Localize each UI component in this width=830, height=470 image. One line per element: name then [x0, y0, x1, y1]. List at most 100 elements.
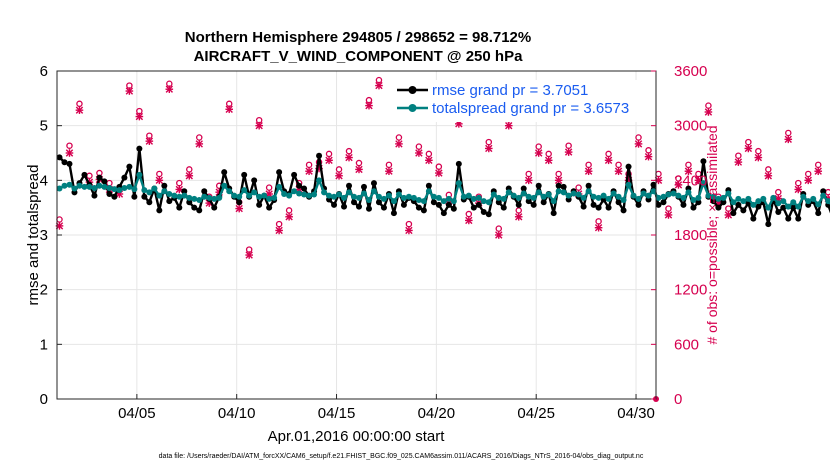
series-point-rmse	[815, 210, 822, 217]
series-point-totalspread	[291, 188, 298, 195]
series-point-totalspread	[675, 192, 682, 199]
series-point-totalspread	[126, 183, 133, 190]
series-point-totalspread	[370, 188, 377, 195]
series-point-totalspread	[111, 186, 118, 193]
series-point-totalspread	[311, 191, 318, 198]
series-point-totalspread	[331, 193, 338, 200]
obs-possible-marker	[755, 147, 762, 155]
series-point-rmse	[136, 145, 143, 152]
series-point-rmse	[296, 182, 303, 189]
obs-assimilated-marker	[804, 176, 813, 185]
series-point-rmse	[635, 201, 642, 208]
series-point-totalspread	[450, 198, 457, 205]
obs-assimilated-marker	[135, 112, 144, 121]
series-point-totalspread	[650, 188, 657, 195]
obs-assimilated-marker	[764, 171, 773, 180]
series-point-totalspread	[326, 192, 333, 199]
series-point-totalspread	[730, 199, 737, 206]
series-point-totalspread	[520, 190, 527, 197]
obs-possible-marker	[814, 161, 822, 169]
series-point-rmse	[550, 210, 557, 217]
series-point-totalspread	[620, 197, 627, 204]
series-point-totalspread	[670, 190, 677, 197]
series-point-rmse	[525, 198, 532, 205]
series-point-totalspread	[470, 195, 477, 202]
obs-assimilated-marker	[395, 140, 403, 148]
obs-assimilated-marker	[255, 121, 263, 130]
series-point-rmse	[495, 199, 502, 206]
series-point-totalspread	[710, 193, 717, 200]
series-point-rmse	[660, 199, 667, 206]
series-point-totalspread	[615, 193, 622, 200]
series-point-rmse	[181, 188, 188, 195]
series-point-totalspread	[655, 194, 662, 201]
obs-possible-marker	[775, 188, 782, 196]
series-point-totalspread	[385, 192, 392, 199]
series-point-rmse	[91, 192, 98, 199]
series-point-rmse	[595, 204, 602, 211]
series-point-rmse	[590, 201, 597, 208]
series-point-totalspread	[640, 190, 647, 197]
series-point-rmse	[351, 199, 358, 206]
series-point-totalspread	[500, 195, 507, 202]
y-tick-label: 4	[40, 172, 48, 189]
series-point-totalspread	[760, 195, 767, 202]
series-point-totalspread	[695, 194, 702, 201]
series-point-totalspread	[156, 192, 163, 199]
obs-possible-marker	[765, 166, 772, 173]
series-point-rmse	[560, 183, 567, 190]
obs-assimilated-marker	[465, 216, 473, 225]
right-tick-label: 1200	[674, 282, 707, 299]
obs-assimilated-marker	[584, 167, 593, 176]
series-point-totalspread	[600, 192, 607, 199]
obs-assimilated-marker	[594, 223, 603, 232]
right-tick-label: 3000	[674, 118, 707, 135]
series-point-totalspread	[351, 193, 358, 200]
series-point-rmse	[775, 209, 782, 216]
series-point-rmse	[535, 182, 542, 189]
series-point-totalspread	[770, 194, 777, 201]
series-point-rmse	[655, 201, 662, 208]
series-point-totalspread	[535, 189, 542, 196]
series-point-rmse	[445, 201, 452, 208]
series-point-rmse	[720, 199, 727, 206]
series-point-rmse	[585, 182, 592, 189]
x-axis-ticks: 04/05 04/10 04/15 04/20 04/25 04/30	[118, 394, 655, 422]
series-point-totalspread	[585, 188, 592, 195]
series-point-totalspread	[545, 191, 552, 198]
obs-assimilated-marker	[794, 185, 803, 194]
series-point-totalspread	[415, 197, 422, 204]
right-tick-label: 2400	[674, 172, 707, 189]
series-point-rmse	[780, 204, 787, 211]
series-point-rmse	[111, 193, 118, 200]
series-point-totalspread	[680, 194, 687, 201]
series-point-totalspread	[540, 193, 547, 200]
series-point-totalspread	[605, 195, 612, 202]
series-point-totalspread	[306, 192, 313, 199]
series-point-rmse	[435, 201, 442, 208]
series-point-totalspread	[151, 185, 158, 192]
series-point-totalspread	[186, 194, 193, 201]
obs-assimilated-marker	[734, 158, 743, 166]
series-point-rmse	[470, 204, 477, 211]
series-point-rmse	[370, 180, 377, 187]
series-point-totalspread	[81, 183, 88, 190]
obs-assimilated-marker	[814, 167, 823, 176]
obs-assimilated-marker	[275, 226, 283, 235]
obs-possible-marker	[735, 152, 742, 159]
series-point-totalspread	[800, 193, 807, 200]
series-point-rmse	[146, 199, 153, 206]
series-point-totalspread	[176, 193, 183, 200]
series-point-rmse	[236, 199, 243, 206]
series-point-rmse	[121, 174, 128, 181]
series-point-totalspread	[515, 194, 522, 201]
obs-possible-marker	[725, 205, 732, 212]
y-axis-label: rmse and totalspread	[25, 165, 42, 306]
series-point-rmse	[126, 163, 133, 170]
obs-possible-marker	[655, 170, 662, 178]
series-point-totalspread	[525, 193, 532, 200]
series-point-rmse	[106, 191, 113, 197]
obs-assimilated-marker	[405, 226, 413, 235]
series-point-totalspread	[146, 189, 153, 196]
series-point-rmse	[156, 207, 163, 214]
